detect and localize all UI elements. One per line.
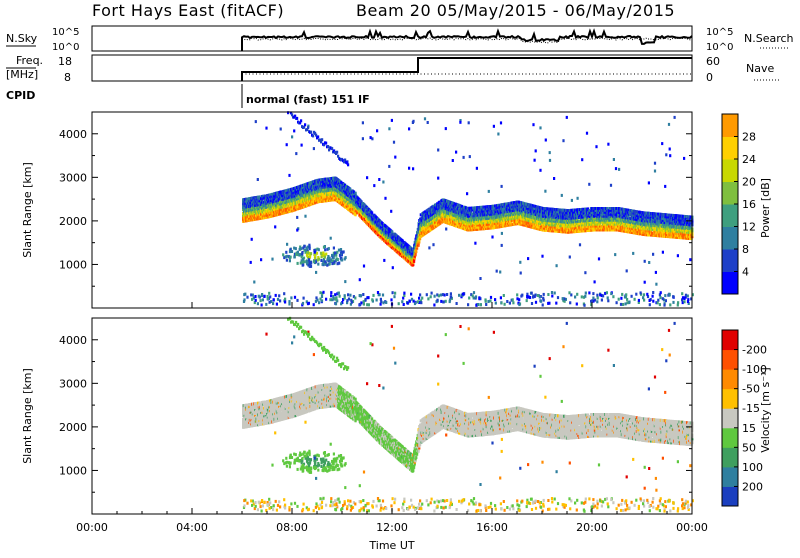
power-cell — [355, 192, 357, 195]
station-title: Fort Hays East (fitACF) — [92, 1, 284, 20]
freq-unit-label: [MHz] — [6, 68, 38, 81]
power-cell — [349, 188, 351, 191]
nave-label: Nave — [746, 62, 774, 75]
power-cell — [391, 231, 393, 234]
freq-label: Freq. — [16, 54, 43, 67]
cpid-label: CPID — [6, 89, 35, 102]
nsearch-tick-bottom: 10^0 — [706, 42, 733, 53]
nsky-tick-bottom: 10^0 — [52, 42, 79, 53]
beam-date-title: Beam 20 05/May/2015 - 06/May/2015 — [356, 1, 675, 20]
nsearch-tick-top: 10^5 — [706, 27, 733, 38]
freq-tick-top: 18 — [58, 55, 72, 68]
nsky-panel: N.Sky 10^5 10^0 10^5 10^0 N.Search — [6, 26, 794, 53]
freq-series-line — [242, 58, 692, 81]
power-cell — [371, 211, 373, 214]
freq-panel: Freq. [MHz] 18 8 60 0 Nave — [6, 54, 780, 84]
freq-tick-bottom: 8 — [64, 71, 71, 84]
cpid-row: CPID normal (fast) 151 IF — [6, 84, 370, 108]
nsky-series-line — [242, 31, 692, 51]
cpid-mode-text: normal (fast) 151 IF — [246, 93, 370, 106]
nsky-tick-top: 10^5 — [52, 27, 79, 38]
power-cell — [415, 250, 417, 253]
nsky-label: N.Sky — [6, 32, 38, 45]
nsearch-label: N.Search — [744, 32, 794, 45]
nave-tick-top: 60 — [706, 55, 720, 68]
power-data-cells — [242, 111, 694, 307]
nave-tick-bottom: 0 — [706, 71, 713, 84]
